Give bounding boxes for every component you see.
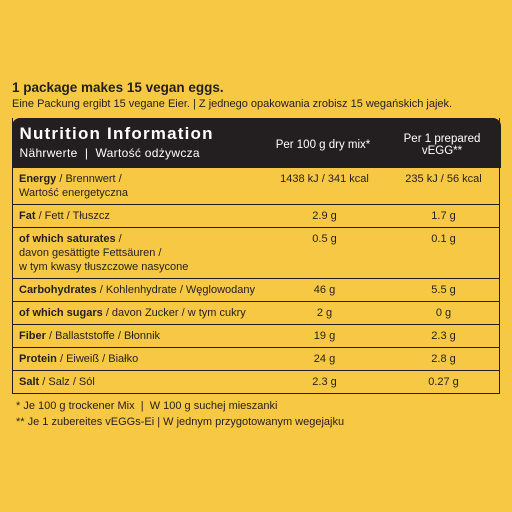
cell-value: 0 g: [435, 307, 452, 319]
cell-value: 2.3 g: [431, 330, 456, 342]
cell-value: 2.8 g: [431, 353, 456, 365]
cell-value: 2 g: [316, 307, 333, 319]
nutrition-table: Nutrition Information Nährwerte | Wartoś…: [11, 118, 501, 394]
table-row: Energy / Brennwert / Wartość energetyczna…: [13, 168, 499, 204]
column-header: Per 100 g dry mix*: [275, 139, 371, 151]
table-header: Nutrition Information Nährwerte | Wartoś…: [11, 118, 501, 168]
nutrient-translation: w tym kwasy tłuszczowe nasycone: [19, 261, 189, 273]
cell-value: 1.7 g: [431, 210, 456, 222]
cell-value: 2.9 g: [312, 210, 337, 222]
table-row: Carbohydrates / Kohlenhydrate / Węglowod…: [13, 278, 499, 301]
table-row: Fat / Fett / Tłuszcz 2.9 g 1.7 g: [13, 204, 499, 227]
footnote: ** Je 1 zubereites vEGGs-Ei | W jednym p…: [16, 416, 345, 428]
row-label: Fat / Fett / Tłuszcz: [13, 209, 263, 223]
header-titles: Nutrition Information Nährwerte | Wartoś…: [12, 118, 262, 168]
cell-value: 19 g: [313, 330, 336, 342]
nutrient-translation: /: [118, 233, 122, 245]
nutrient-name: Salt: [19, 376, 40, 388]
nutrient-translation: / Kohlenhydrate / Węglowodany: [99, 284, 256, 296]
row-label: Protein / Eiweiß / Białko: [13, 352, 263, 366]
nutrient-name: Protein: [19, 353, 57, 365]
cell-value: 1438 kJ / 341 kcal: [280, 173, 369, 185]
nutrient-name: of which sugars: [19, 307, 103, 319]
row-label: Energy / Brennwert / Wartość energetyczna: [13, 172, 263, 200]
table-row: of which sugars / davon Zucker / w tym c…: [13, 301, 499, 324]
cell-value: 0.5 g: [312, 233, 337, 245]
table-body: Energy / Brennwert / Wartość energetyczna…: [13, 168, 499, 393]
table-row: Fiber / Ballaststoffe / Błonnik 19 g 2.3 g: [13, 324, 499, 347]
table-row: Salt / Salz / Sól 2.3 g 0.27 g: [13, 370, 499, 393]
nutrient-translation: / Eiweiß / Białko: [59, 353, 139, 365]
column-header: Per 1 prepared vEGG**: [403, 133, 481, 157]
nutrient-name: Fat: [19, 210, 36, 222]
nutrient-name: Energy: [19, 173, 57, 185]
nutrient-translation: / davon Zucker / w tym cukry: [105, 307, 246, 319]
nutrient-name: Carbohydrates: [19, 284, 97, 296]
row-label: of which sugars / davon Zucker / w tym c…: [13, 306, 263, 320]
footnote: * Je 100 g trockener Mix | W 100 g suche…: [16, 400, 278, 412]
table-row: of which saturates / davon gesättigte Fet…: [13, 227, 499, 278]
nutrient-name: Fiber: [19, 330, 46, 342]
nutrient-translation: / Brennwert /: [59, 173, 122, 185]
cell-value: 24 g: [313, 353, 336, 365]
cell-value: 2.3 g: [312, 376, 337, 388]
subheadline: Eine Packung ergibt 15 vegane Eier. | Z …: [12, 98, 453, 110]
table-title: Nutrition Information: [19, 124, 214, 143]
nutrient-translation: / Fett / Tłuszcz: [38, 210, 110, 222]
nutrient-translation: / Ballaststoffe / Błonnik: [48, 330, 161, 342]
cell-value: 235 kJ / 56 kcal: [405, 173, 482, 185]
nutrient-name: of which saturates: [19, 233, 116, 245]
nutrient-translation: / Salz / Sól: [42, 376, 95, 388]
cell-value: 0.1 g: [431, 233, 456, 245]
headline: 1 package makes 15 vegan eggs.: [12, 80, 224, 95]
nutrient-translation: Wartość energetyczna: [19, 187, 129, 199]
nutrient-translation: davon gesättigte Fettsäuren /: [19, 247, 162, 259]
row-label: Carbohydrates / Kohlenhydrate / Węglowod…: [13, 283, 263, 297]
row-label: Salt / Salz / Sól: [13, 375, 263, 389]
footnotes: * Je 100 g trockener Mix | W 100 g suche…: [16, 398, 344, 430]
cell-value: 46 g: [313, 284, 336, 296]
cell-value: 5.5 g: [431, 284, 456, 296]
table-subtitle: Nährwerte | Wartość odżywcza: [19, 146, 200, 160]
cell-value: 0.27 g: [428, 376, 459, 388]
row-label: Fiber / Ballaststoffe / Błonnik: [13, 329, 263, 343]
row-label: of which saturates / davon gesättigte Fet…: [13, 232, 263, 274]
table-row: Protein / Eiweiß / Białko 24 g 2.8 g: [13, 347, 499, 370]
